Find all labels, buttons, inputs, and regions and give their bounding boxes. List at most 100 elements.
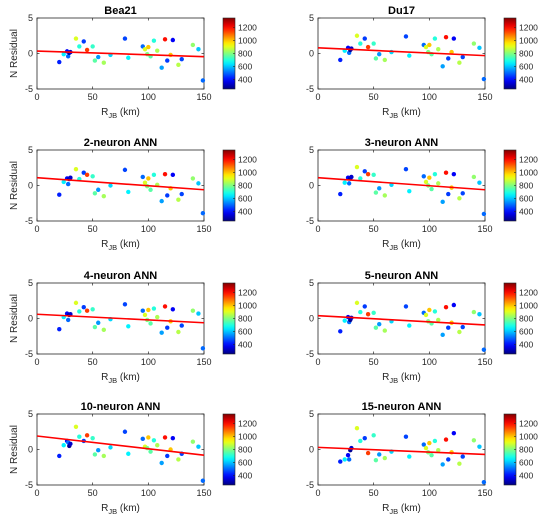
data-point — [101, 327, 107, 333]
data-point — [146, 307, 151, 313]
data-point — [96, 448, 101, 453]
data-point — [176, 197, 181, 202]
data-point — [77, 434, 82, 439]
y-axis-label: N Residual — [9, 29, 20, 78]
data-point — [77, 309, 82, 314]
data-point — [371, 172, 376, 178]
x-tick-label: 50 — [88, 92, 98, 102]
data-point — [436, 181, 441, 186]
data-point — [165, 453, 170, 459]
colorbar-tick-label: 800 — [519, 181, 533, 191]
data-point — [61, 179, 66, 185]
data-point — [140, 308, 145, 313]
y-tick-label: -5 — [25, 84, 33, 94]
data-point — [176, 457, 181, 462]
colorbar-tick-label: 1000 — [238, 36, 257, 46]
x-tick-label: 0 — [34, 488, 39, 498]
x-tick-label: 0 — [34, 224, 39, 234]
data-point — [73, 300, 79, 306]
data-point — [61, 52, 66, 57]
data-point — [382, 328, 387, 333]
x-tick-label: 50 — [369, 224, 379, 234]
data-point — [423, 312, 429, 318]
colorbar-tick-label: 600 — [238, 193, 252, 203]
colorbar-tick-label: 800 — [519, 314, 533, 324]
data-point — [338, 459, 343, 464]
scatter-series — [338, 33, 487, 82]
data-point — [101, 453, 107, 459]
x-tick-label: 150 — [477, 92, 492, 102]
x-tick-label: 100 — [422, 488, 437, 498]
data-point — [457, 196, 462, 201]
colorbar-tick-label: 400 — [519, 470, 533, 480]
y-tick-label: 0 — [309, 445, 314, 455]
colorbar-tick-label: 1200 — [238, 155, 257, 165]
data-point — [92, 324, 98, 330]
data-point — [371, 41, 376, 46]
data-point — [451, 302, 457, 308]
y-tick-label: 5 — [28, 145, 33, 155]
y-tick-label: 0 — [309, 181, 314, 191]
colorbar-tick-label: 400 — [519, 74, 533, 84]
colorbar-tick-label: 1000 — [519, 168, 538, 178]
x-axis-label: RJB (km) — [101, 107, 140, 120]
data-point — [151, 38, 157, 43]
y-tick-label: 0 — [309, 49, 314, 59]
data-point — [481, 479, 487, 485]
x-tick-label: 50 — [88, 488, 98, 498]
data-point — [159, 65, 164, 70]
y-tick-label: -5 — [306, 84, 314, 94]
data-point — [451, 430, 457, 436]
colorbar-tick-label: 1000 — [519, 36, 538, 46]
data-point — [346, 181, 352, 186]
data-point — [358, 41, 363, 46]
data-point — [196, 444, 201, 449]
data-point — [460, 191, 465, 196]
subplot-title: 5-neuron ANN — [365, 270, 439, 282]
axes-box — [317, 17, 486, 90]
data-point — [170, 307, 176, 312]
data-point — [440, 199, 445, 205]
data-point — [432, 309, 438, 314]
data-point — [403, 34, 409, 39]
data-point — [122, 302, 128, 307]
data-point — [90, 174, 95, 179]
data-point — [179, 323, 184, 328]
data-point — [190, 439, 196, 444]
data-point — [349, 174, 354, 180]
data-point — [382, 455, 387, 461]
colorbar-tick-label: 600 — [238, 326, 252, 336]
data-point — [140, 436, 145, 442]
y-tick-label: -5 — [306, 480, 314, 490]
data-point — [122, 429, 128, 434]
data-point — [423, 179, 429, 185]
y-tick-label: 5 — [309, 13, 314, 23]
x-tick-label: 100 — [422, 357, 437, 367]
data-point — [179, 191, 184, 197]
data-point — [365, 312, 371, 317]
data-point — [165, 58, 170, 63]
colorbar-tick-label: 400 — [238, 206, 252, 216]
data-point — [403, 166, 409, 172]
data-point — [443, 34, 449, 40]
y-tick-label: 5 — [28, 13, 33, 23]
colorbar-tick-label: 600 — [519, 326, 533, 336]
data-point — [81, 39, 86, 44]
data-point — [457, 461, 462, 466]
colorbar-tick-label: 1000 — [238, 168, 257, 178]
data-point — [92, 191, 98, 196]
y-tick-label: 5 — [309, 145, 314, 155]
data-point — [151, 306, 157, 311]
subplot-title: 3-neuron ANN — [365, 137, 439, 149]
y-tick-label: 0 — [28, 181, 33, 191]
data-point — [403, 304, 409, 309]
x-tick-label: 50 — [88, 357, 98, 367]
data-point — [140, 174, 145, 180]
data-point — [338, 329, 343, 334]
data-point — [65, 54, 71, 59]
